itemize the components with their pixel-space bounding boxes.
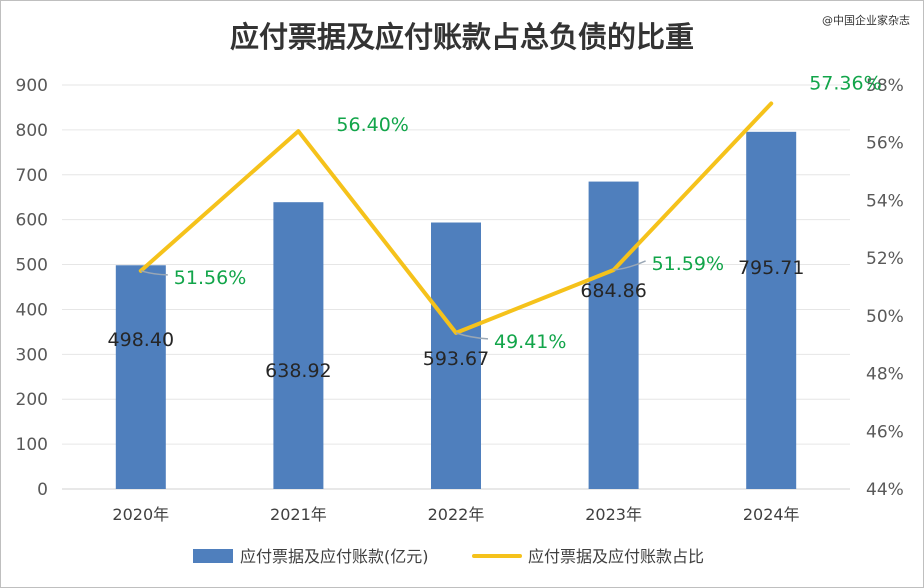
y-left-tick-label: 500 [16, 256, 48, 276]
bar-data-label: 498.40 [108, 329, 174, 351]
y-left-tick-label: 600 [16, 211, 48, 231]
line-data-label: 56.40% [336, 114, 408, 136]
y-right-tick-label: 58% [866, 76, 904, 96]
line-data-label: 51.56% [174, 267, 246, 289]
y-right-tick-label: 46% [866, 422, 904, 442]
legend-bar-label: 应付票据及应付账款(亿元) [240, 547, 429, 566]
line-data-label: 49.41% [494, 331, 566, 353]
y-left-tick-label: 200 [16, 390, 48, 410]
y-left-tick-label: 800 [16, 121, 48, 141]
legend-line-label: 应付票据及应付账款占比 [528, 547, 704, 566]
line-label-leader [140, 270, 168, 276]
watermark: @中国企业家杂志 [822, 14, 910, 27]
bar-data-label: 684.86 [580, 280, 646, 302]
y-right-tick-label: 56% [866, 134, 904, 154]
bar [746, 131, 797, 489]
line-label-leader [613, 260, 646, 271]
bar [431, 222, 481, 490]
y-left-tick-label: 400 [16, 300, 48, 320]
y-right-tick-label: 50% [866, 307, 904, 327]
x-tick-label: 2020年 [112, 505, 169, 524]
chart-title: 应付票据及应付账款占总负债的比重 [229, 20, 694, 54]
y-left-tick-label: 300 [16, 345, 48, 365]
bar [588, 181, 639, 489]
y-left-tick-label: 100 [16, 435, 48, 455]
y-right-tick-label: 54% [866, 191, 904, 211]
y-left-tick-label: 0 [37, 480, 48, 500]
x-tick-label: 2022年 [428, 505, 485, 524]
x-tick-label: 2023年 [585, 505, 642, 524]
y-right-tick-label: 48% [866, 365, 904, 385]
y-left-tick-label: 900 [16, 76, 48, 96]
bar-data-label: 638.92 [265, 360, 331, 382]
y-left-tick-label: 700 [16, 166, 48, 186]
line-data-label: 51.59% [652, 253, 724, 275]
x-tick-label: 2024年 [743, 505, 800, 524]
bar-data-label: 795.71 [738, 257, 804, 279]
line-data-label: 57.36% [809, 72, 881, 94]
legend-bar-swatch [193, 549, 233, 563]
bar-data-label: 593.67 [423, 348, 489, 370]
y-right-tick-label: 52% [866, 249, 904, 269]
x-tick-label: 2021年 [270, 505, 327, 524]
bar [273, 202, 324, 489]
bar [115, 265, 166, 489]
y-right-tick-label: 44% [866, 480, 904, 500]
line-label-leader [455, 332, 489, 340]
